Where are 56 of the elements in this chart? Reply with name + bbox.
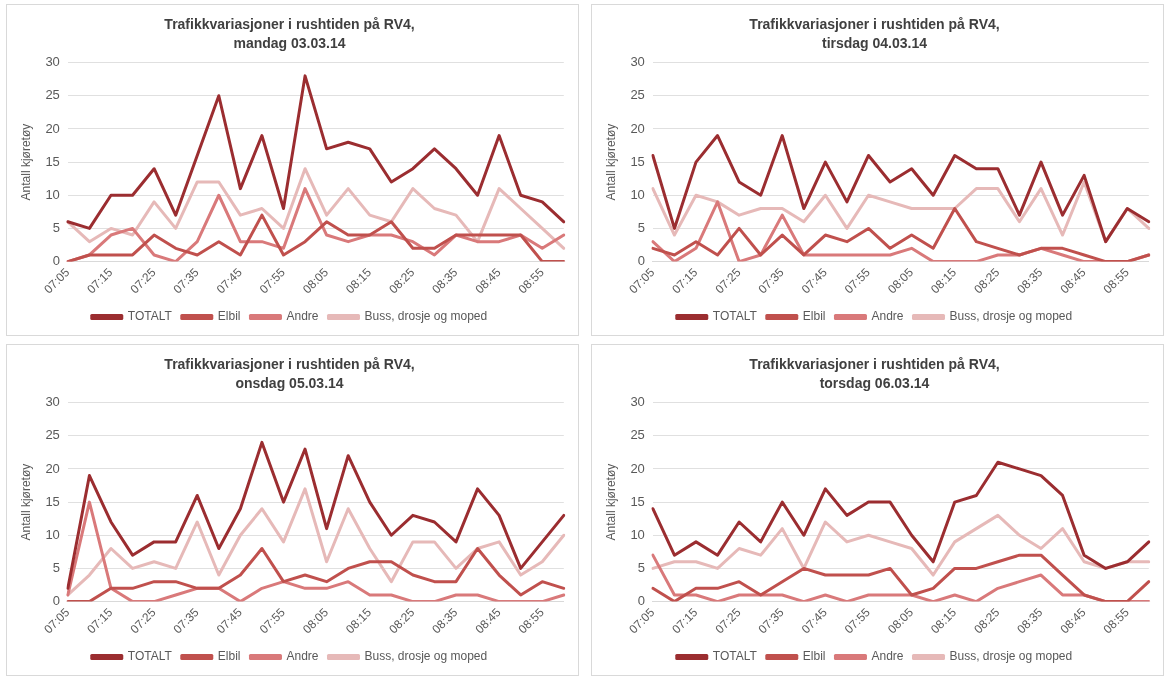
y-tick-label: 10 bbox=[630, 186, 645, 202]
y-tick-label: 15 bbox=[630, 153, 645, 169]
legend-label: Andre bbox=[871, 649, 904, 664]
chart-subtitle: mandag 03.03.14 bbox=[233, 35, 346, 52]
y-tick-label: 0 bbox=[52, 253, 60, 269]
y-axis-title: Antall kjøretøy bbox=[18, 123, 33, 201]
y-tick-label: 5 bbox=[52, 220, 60, 235]
y-tick-label: 30 bbox=[630, 394, 645, 410]
legend-label: Andre bbox=[286, 309, 319, 324]
y-tick-label: 25 bbox=[45, 87, 60, 103]
chart-title: Trafikkvariasjoner i rushtiden på RV4, bbox=[749, 16, 1000, 33]
y-axis-title: Antall kjøretøy bbox=[603, 123, 618, 201]
y-tick-label: 25 bbox=[630, 87, 645, 103]
legend-label: TOTALT bbox=[127, 649, 173, 664]
y-tick-label: 15 bbox=[45, 493, 60, 509]
y-tick-label: 20 bbox=[45, 120, 60, 136]
legend-label: TOTALT bbox=[712, 309, 758, 324]
y-tick-label: 5 bbox=[637, 560, 645, 575]
legend-label: TOTALT bbox=[712, 649, 758, 664]
y-tick-label: 15 bbox=[45, 153, 60, 169]
legend-label: Buss, drosje og moped bbox=[364, 649, 488, 664]
y-tick-label: 30 bbox=[630, 54, 645, 70]
y-tick-label: 20 bbox=[630, 120, 645, 136]
y-tick-label: 10 bbox=[45, 186, 60, 202]
y-tick-label: 10 bbox=[45, 526, 60, 542]
y-tick-label: 25 bbox=[45, 427, 60, 443]
chart-subtitle: tirsdag 04.03.14 bbox=[821, 35, 928, 52]
chart-title: Trafikkvariasjoner i rushtiden på RV4, bbox=[749, 356, 1000, 373]
y-tick-label: 30 bbox=[45, 54, 60, 70]
legend-label: Elbil bbox=[217, 649, 241, 664]
y-tick-label: 15 bbox=[630, 493, 645, 509]
legend-label: TOTALT bbox=[127, 309, 173, 324]
y-axis-title: Antall kjøretøy bbox=[18, 463, 33, 541]
chart-title: Trafikkvariasjoner i rushtiden på RV4, bbox=[164, 356, 415, 373]
chart-subtitle: onsdag 05.03.14 bbox=[235, 375, 344, 392]
y-tick-label: 0 bbox=[637, 253, 645, 269]
legend-label: Buss, drosje og moped bbox=[949, 309, 1073, 324]
chart-title: Trafikkvariasjoner i rushtiden på RV4, bbox=[164, 16, 415, 33]
legend-label: Elbil bbox=[802, 309, 826, 324]
y-tick-label: 20 bbox=[630, 460, 645, 476]
y-tick-label: 5 bbox=[637, 220, 645, 235]
y-tick-label: 20 bbox=[45, 460, 60, 476]
legend-label: Buss, drosje og moped bbox=[364, 309, 488, 324]
legend-label: Elbil bbox=[217, 309, 241, 324]
y-tick-label: 25 bbox=[630, 427, 645, 443]
y-tick-label: 10 bbox=[630, 526, 645, 542]
legend-label: Andre bbox=[286, 649, 319, 664]
legend-label: Andre bbox=[871, 309, 904, 324]
y-tick-label: 30 bbox=[45, 394, 60, 410]
legend-label: Elbil bbox=[802, 649, 826, 664]
y-tick-label: 5 bbox=[52, 560, 60, 575]
chart-subtitle: torsdag 06.03.14 bbox=[819, 375, 930, 392]
legend-label: Buss, drosje og moped bbox=[949, 649, 1073, 664]
y-tick-label: 0 bbox=[637, 593, 645, 609]
y-axis-title: Antall kjøretøy bbox=[603, 463, 618, 541]
y-tick-label: 0 bbox=[52, 593, 60, 609]
